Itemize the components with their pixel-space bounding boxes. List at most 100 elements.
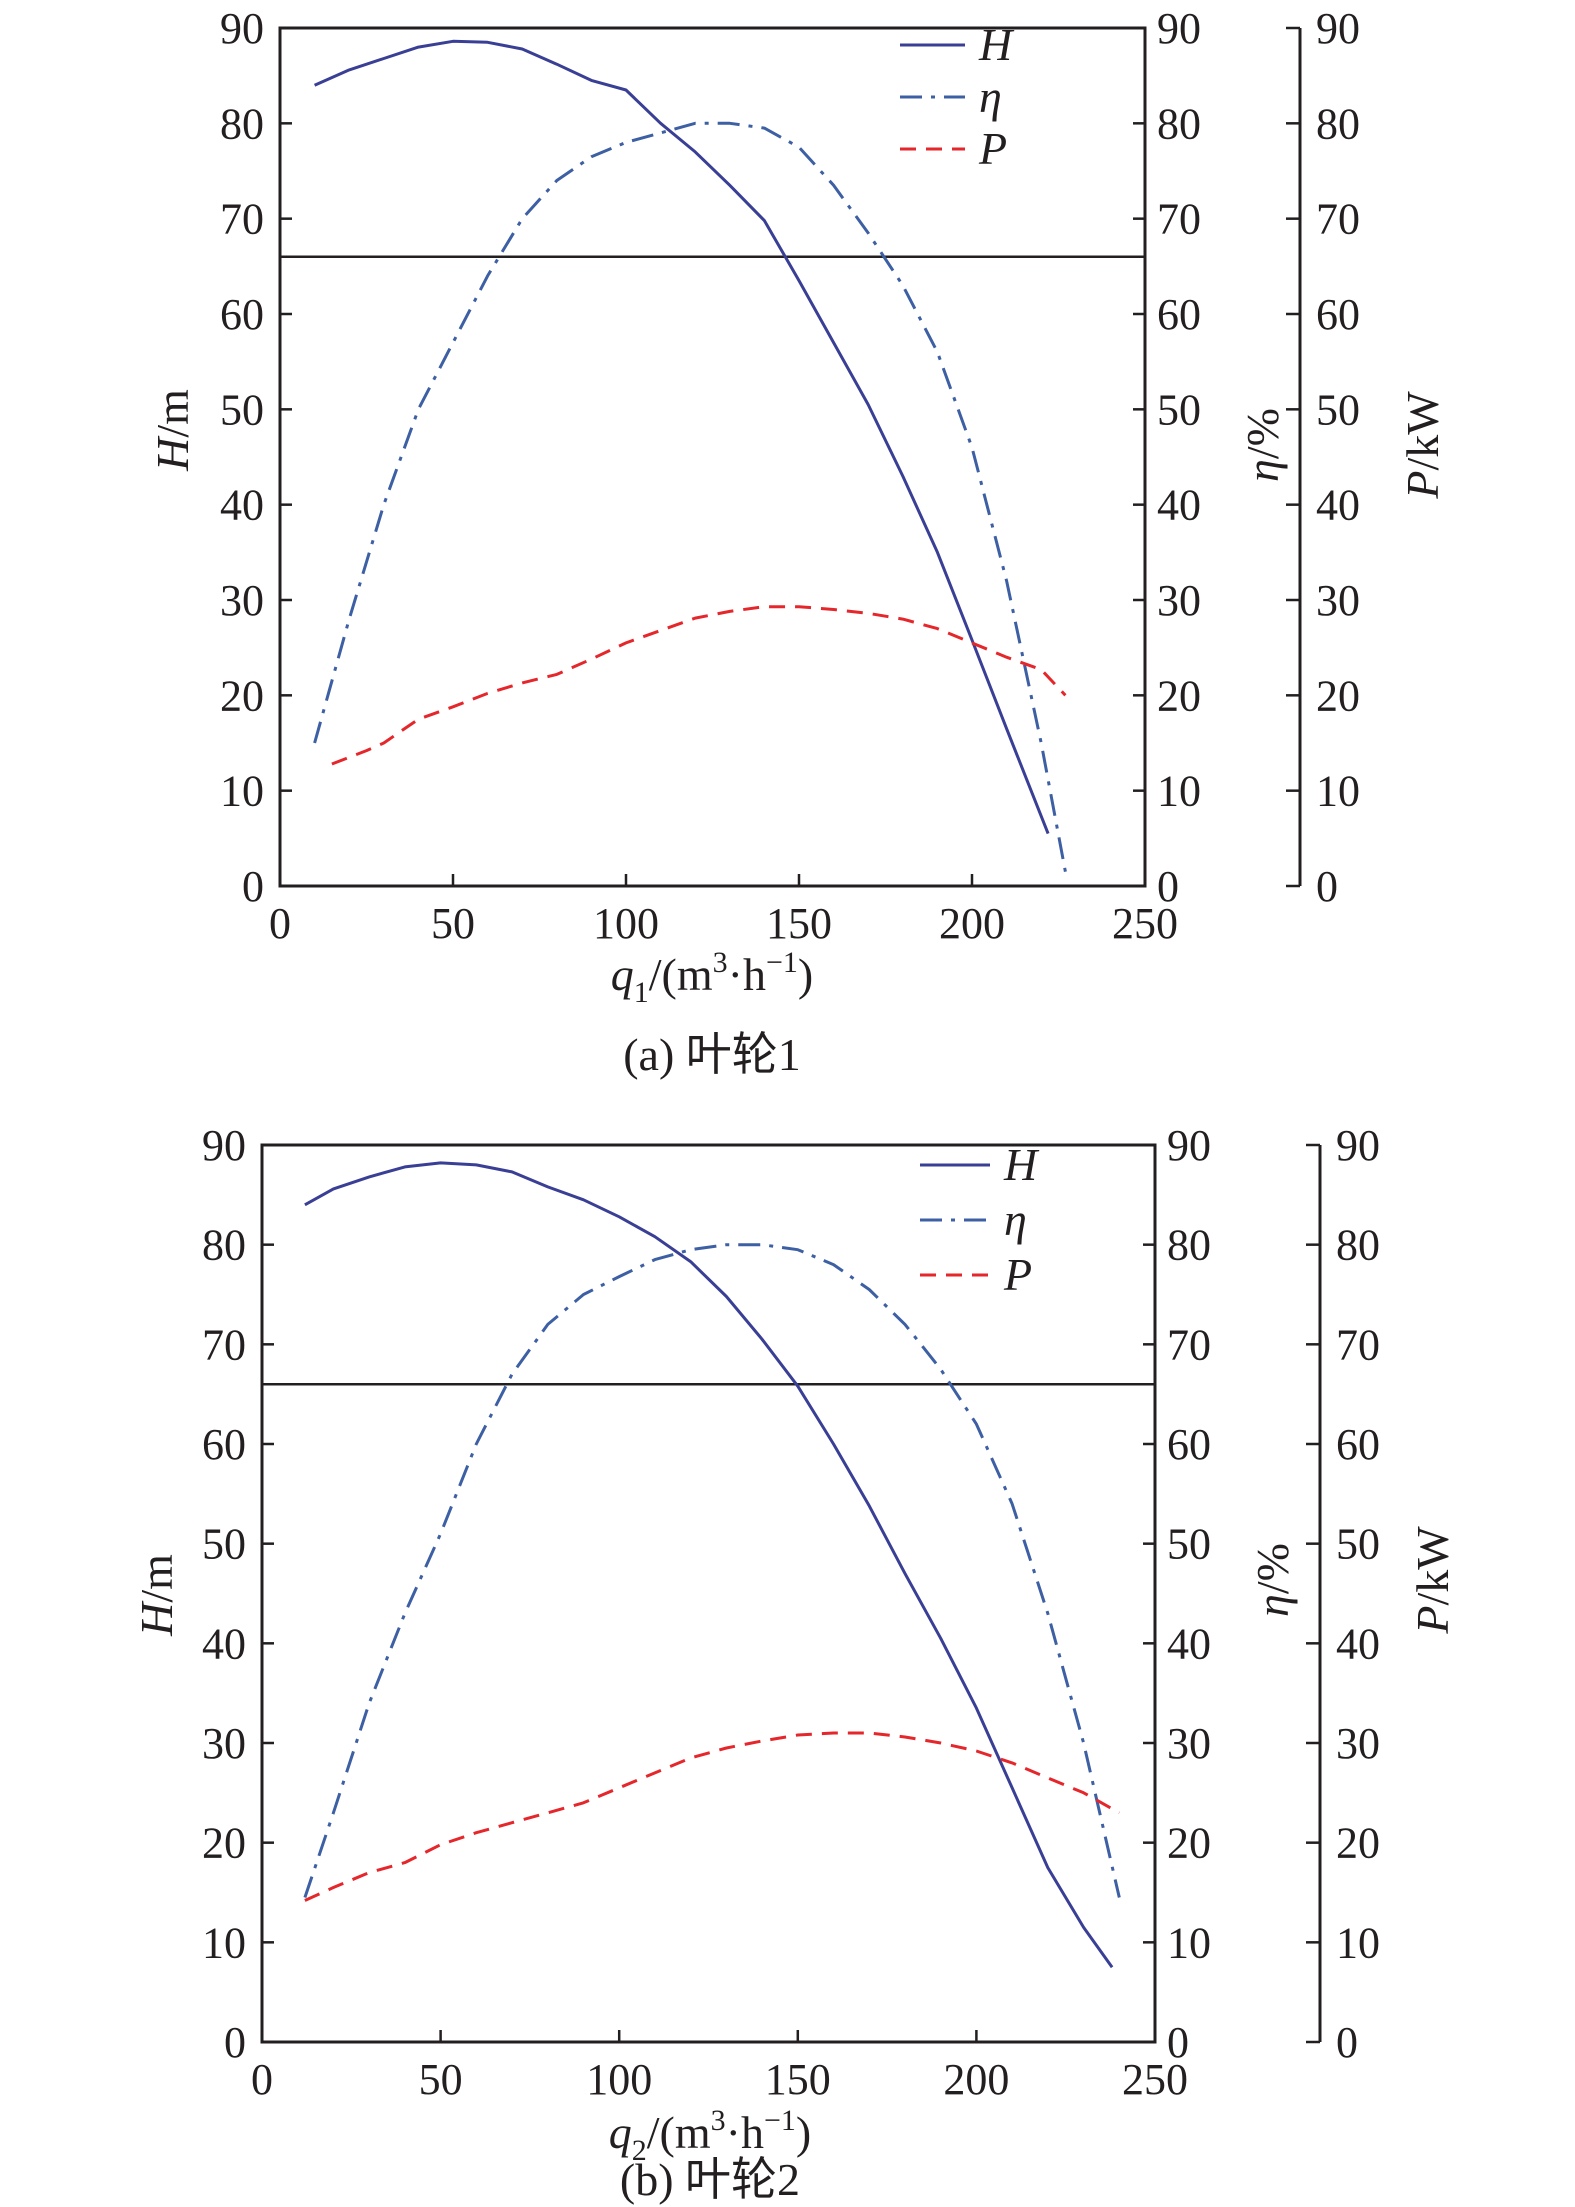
y-tick-label-head: 30 (220, 576, 264, 625)
y-tick-label-efficiency: 50 (1167, 1520, 1211, 1569)
y-tick-label-head: 60 (202, 1420, 246, 1469)
y-tick-label-power: 70 (1316, 195, 1360, 244)
y-tick-label-efficiency: 80 (1157, 99, 1201, 148)
y-tick-label-power: 50 (1336, 1520, 1380, 1569)
y-tick-label-head: 20 (202, 1819, 246, 1868)
x-tick-label: 150 (766, 899, 832, 948)
series-line-power (304, 1731, 1121, 1902)
x-tick-label: 100 (586, 2055, 652, 2104)
series-line-power (331, 605, 1067, 766)
y-tick-label-efficiency: 0 (1157, 862, 1179, 911)
y-tick-label-power: 30 (1316, 576, 1360, 625)
legend-label: H (1003, 1139, 1040, 1190)
legend-label: P (978, 123, 1007, 174)
y-tick-label-efficiency: 30 (1167, 1719, 1211, 1768)
y-tick-label-head: 50 (220, 385, 264, 434)
y-tick-label-power: 90 (1336, 1121, 1380, 1170)
series-line-efficiency (303, 1243, 1121, 1898)
y-axis-label-efficiency: η/% (1237, 408, 1288, 482)
y-tick-label-head: 30 (202, 1719, 246, 1768)
y-tick-label-efficiency: 10 (1167, 1918, 1211, 1967)
x-axis-label: q2/(m3·h−1) (609, 2104, 811, 2167)
y-tick-label-efficiency: 20 (1157, 671, 1201, 720)
y-tick-label-efficiency: 30 (1157, 576, 1201, 625)
series-line-head (313, 39, 1050, 835)
x-tick-label: 200 (939, 899, 1005, 948)
y-tick-label-power: 80 (1316, 99, 1360, 148)
legend-label: P (1003, 1249, 1032, 1300)
y-tick-label-power: 40 (1316, 481, 1360, 530)
y-tick-label-head: 20 (220, 671, 264, 720)
y-tick-label-power: 40 (1336, 1619, 1380, 1668)
x-tick-label: 50 (431, 899, 475, 948)
y-tick-label-power: 10 (1336, 1918, 1380, 1967)
y-tick-label-efficiency: 60 (1167, 1420, 1211, 1469)
y-axis-label-power: P/kW (1407, 1526, 1458, 1635)
x-tick-label: 150 (765, 2055, 831, 2104)
y-tick-label-efficiency: 90 (1167, 1121, 1211, 1170)
y-tick-label-head: 70 (202, 1320, 246, 1369)
y-tick-label-head: 50 (202, 1520, 246, 1569)
y-tick-label-power: 60 (1336, 1420, 1380, 1469)
x-tick-label: 200 (943, 2055, 1009, 2104)
plot-frame (278, 26, 1147, 888)
y-tick-label-head: 0 (224, 2018, 246, 2067)
y-tick-label-power: 70 (1336, 1320, 1380, 1369)
y-tick-label-power: 10 (1316, 767, 1360, 816)
y-tick-label-efficiency: 60 (1157, 290, 1201, 339)
y-tick-label-head: 60 (220, 290, 264, 339)
x-axis-label: q1/(m3·h−1) (611, 946, 813, 1009)
y-tick-label-head: 40 (202, 1619, 246, 1668)
y-tick-label-head: 90 (202, 1121, 246, 1170)
x-tick-label: 100 (593, 899, 659, 948)
y-tick-label-head: 70 (220, 195, 264, 244)
y-tick-label-head: 0 (242, 862, 264, 911)
y-tick-label-power: 20 (1336, 1819, 1380, 1868)
y-tick-label-power: 50 (1316, 385, 1360, 434)
x-tick-label: 50 (419, 2055, 463, 2104)
series-line-head (304, 1161, 1114, 1969)
y-tick-label-efficiency: 10 (1157, 767, 1201, 816)
y-tick-label-power: 20 (1316, 671, 1360, 720)
y-axis-label-efficiency: η/% (1247, 1543, 1298, 1617)
legend: HηP (920, 1139, 1040, 1300)
x-tick-label: 0 (251, 2055, 273, 2104)
y-tick-label-head: 90 (220, 4, 264, 53)
x-tick-label: 250 (1112, 899, 1178, 948)
y-tick-label-efficiency: 90 (1157, 4, 1201, 53)
series-layer (313, 39, 1067, 872)
panel-caption: (b) 叶轮2 (620, 2154, 800, 2205)
y-tick-label-efficiency: 0 (1167, 2018, 1189, 2067)
x-tick-label: 250 (1122, 2055, 1188, 2104)
y-tick-label-power: 30 (1336, 1719, 1380, 1768)
y-tick-label-power: 60 (1316, 290, 1360, 339)
y-tick-label-power: 90 (1316, 4, 1360, 53)
y-tick-label-power: 0 (1316, 862, 1338, 911)
y-tick-label-head: 10 (202, 1918, 246, 1967)
legend-label: η (1004, 1194, 1027, 1245)
panel-caption: (a) 叶轮1 (623, 1029, 801, 1080)
y-axis-label-head: H/m (147, 389, 198, 472)
y-tick-label-head: 80 (202, 1221, 246, 1270)
y-axis-label-head: H/m (131, 1554, 182, 1637)
y-tick-label-efficiency: 40 (1157, 481, 1201, 530)
series-layer (303, 1161, 1121, 1969)
plot-frame (260, 1143, 1157, 2044)
y-tick-label-head: 80 (220, 99, 264, 148)
y-tick-label-head: 10 (220, 767, 264, 816)
y-tick-label-efficiency: 20 (1167, 1819, 1211, 1868)
legend: HηP (900, 19, 1015, 174)
legend-label: H (978, 19, 1015, 70)
series-line-efficiency (313, 121, 1067, 872)
y-tick-label-efficiency: 70 (1157, 195, 1201, 244)
y-tick-label-efficiency: 80 (1167, 1221, 1211, 1270)
y-tick-label-efficiency: 50 (1157, 385, 1201, 434)
y-tick-label-power: 0 (1336, 2018, 1358, 2067)
y-tick-label-head: 40 (220, 481, 264, 530)
x-tick-label: 0 (269, 899, 291, 948)
